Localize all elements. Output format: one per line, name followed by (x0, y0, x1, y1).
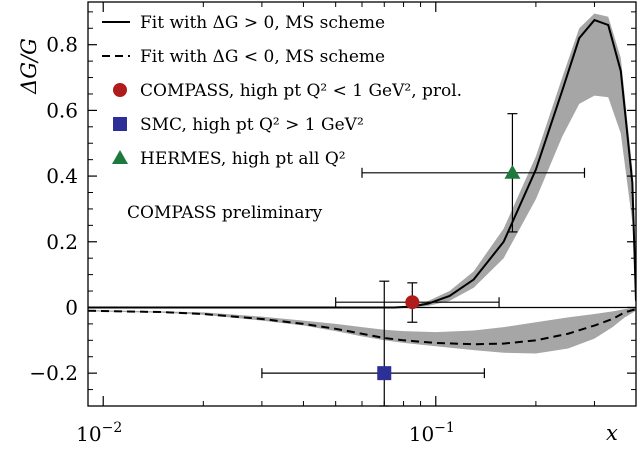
legend-entry: SMC, high pt Q² > 1 GeV² (113, 115, 364, 135)
x-tick-label: 10−2 (76, 420, 122, 446)
square-marker (377, 366, 392, 381)
tick-layer: −0.2 0 0.2 0.4 0.6 0.8 10−2 10−1 (29, 2, 637, 446)
dashed-fit-curve (88, 308, 636, 346)
triangle-marker (504, 164, 521, 179)
y-tick-label: −0.2 (29, 361, 78, 385)
legend-triangle-marker (112, 150, 128, 164)
curve-layer (88, 18, 636, 346)
y-tick-label: 0.4 (46, 164, 78, 188)
y-tick-label: 0.6 (46, 98, 78, 122)
uncertainty-band-1 (88, 13, 636, 308)
legend-entry: COMPASS, high pt Q² < 1 GeV², prol. (113, 81, 462, 101)
legend-label: Fit with ΔG > 0, MS scheme (140, 13, 385, 33)
legend-square-marker (113, 117, 127, 131)
uncertainty-band-2 (88, 307, 636, 354)
legend-entry: Fit with ΔG > 0, MS scheme (102, 13, 385, 33)
band-layer (88, 13, 636, 354)
data-point-triangle (361, 113, 586, 233)
y-axis-label: ΔG/G (17, 38, 41, 95)
x-tick-label: 10−1 (409, 420, 455, 446)
point-layer (261, 113, 586, 407)
annotation-text: COMPASS preliminary (127, 203, 323, 223)
solid-fit-curve (88, 18, 636, 309)
legend-label: Fit with ΔG < 0, MS scheme (140, 47, 385, 67)
legend-label: SMC, high pt Q² > 1 GeV² (140, 115, 364, 135)
legend-entry: HERMES, high pt all Q² (112, 149, 346, 169)
y-tick-label: 0 (65, 295, 78, 319)
y-tick-label: 0.2 (46, 230, 78, 254)
legend: Fit with ΔG > 0, MS scheme Fit with ΔG < … (102, 13, 462, 169)
legend-label: COMPASS, high pt Q² < 1 GeV², prol. (140, 81, 462, 101)
legend-entry: Fit with ΔG < 0, MS scheme (102, 47, 385, 67)
data-point-square (261, 280, 485, 407)
y-tick-label: 0.8 (46, 33, 78, 57)
legend-circle-marker (113, 83, 127, 97)
circle-marker (405, 295, 420, 310)
legend-label: HERMES, high pt all Q² (140, 149, 346, 169)
data-point-circle (335, 282, 500, 323)
x-axis-label: x (606, 421, 618, 445)
